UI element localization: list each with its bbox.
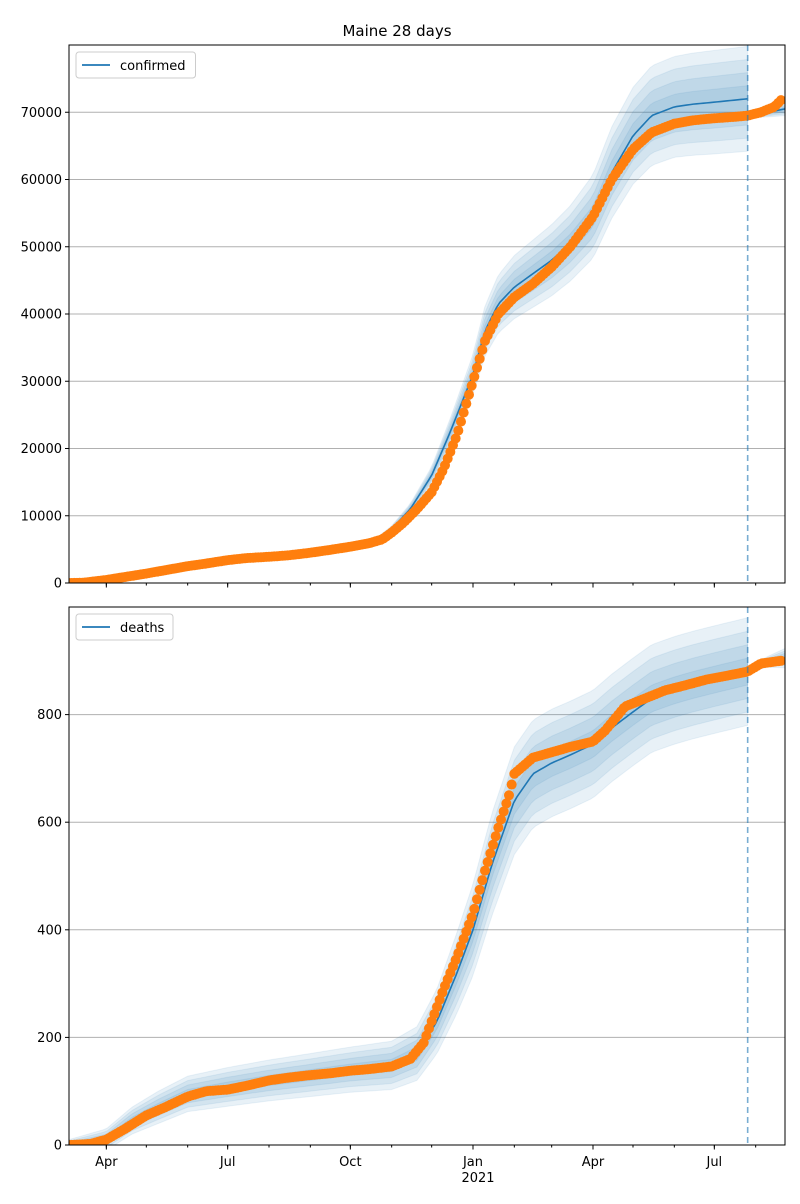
x-axis-year-label: 2021	[461, 1171, 494, 1186]
observed-point	[496, 814, 506, 825]
y-tick-label: 40000	[21, 308, 62, 323]
x-tick-label: Jan	[462, 1155, 483, 1170]
observed-point	[453, 425, 464, 436]
observed-point	[480, 865, 490, 876]
observed-point	[474, 353, 485, 364]
x-tick-label: Apr	[95, 1155, 118, 1170]
observed-point	[450, 433, 461, 444]
plot-area	[69, 617, 785, 1145]
observed-point	[469, 903, 480, 914]
observed-point	[466, 380, 477, 391]
legend-label: confirmed	[120, 59, 186, 74]
observed-point	[469, 371, 480, 382]
legend-box	[75, 613, 174, 641]
deaths-panel: 0 200 400 600 800 Apr Jul Oct Jan Apr Jul deaths	[37, 606, 786, 1170]
y-tick-label: 600	[37, 816, 62, 831]
y-tick-label: 70000	[21, 106, 62, 121]
y-tick-label: 50000	[21, 240, 62, 255]
chart-title: Maine 28 days	[342, 22, 451, 40]
x-tick-label: Jul	[219, 1155, 236, 1170]
observed-point	[474, 884, 485, 895]
observed-point	[493, 822, 504, 833]
y-tick-label: 0	[54, 1139, 62, 1154]
axes-frame	[68, 44, 786, 584]
observed-point	[466, 912, 477, 923]
x-tick-label: Jul	[705, 1155, 722, 1170]
observed-point	[456, 416, 466, 427]
observed-point	[490, 831, 501, 842]
y-tick-label: 400	[37, 923, 62, 938]
observed-point	[464, 389, 474, 400]
observed-point	[776, 655, 785, 666]
confirmed-panel: 0 10000 20000 30000 40000 50000 60000 70000 conf…	[21, 44, 786, 592]
y-tick-label: 200	[37, 1031, 62, 1046]
observed-point	[488, 839, 498, 850]
legend-box	[75, 51, 196, 79]
observed-point	[458, 407, 469, 418]
x-tick-label: Oct	[339, 1155, 361, 1170]
observed-point	[472, 894, 482, 905]
axes-frame	[68, 606, 786, 1146]
legend-label: deaths	[120, 621, 165, 636]
observed-point	[477, 875, 488, 886]
y-tick-label: 0	[54, 577, 62, 592]
y-tick-label: 60000	[21, 173, 62, 188]
observed-point	[485, 848, 496, 859]
plot-area	[69, 45, 785, 583]
observed-point	[477, 344, 488, 355]
y-tick-label: 30000	[21, 375, 62, 390]
observed-point	[498, 806, 509, 817]
observed-point	[504, 790, 514, 801]
x-tick-label: Apr	[582, 1155, 605, 1170]
y-tick-label: 10000	[21, 509, 62, 524]
observed-point	[461, 398, 472, 409]
legend: confirmed	[75, 51, 196, 79]
y-tick-label: 20000	[21, 442, 62, 457]
y-tick-label: 800	[37, 708, 62, 723]
legend: deaths	[75, 613, 174, 641]
observed-point	[472, 362, 482, 373]
observed-point	[506, 779, 517, 790]
observed-point	[776, 95, 785, 106]
model-band	[69, 657, 749, 1145]
observed-point	[482, 857, 493, 868]
observed-point	[501, 798, 512, 809]
